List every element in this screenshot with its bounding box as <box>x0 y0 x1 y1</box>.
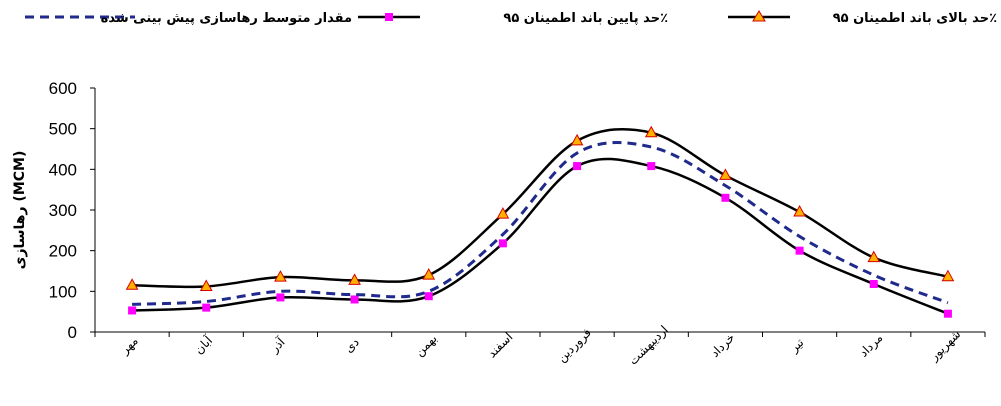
x-tick-label: اردیبهشت <box>626 323 672 369</box>
point-lower-band <box>795 246 804 255</box>
point-lower-band <box>424 292 433 301</box>
legend: مقدار متوسط رهاسازی پیش بینی شده حد پایی… <box>25 10 997 26</box>
x-tick-label: تیر <box>786 335 807 356</box>
y-axis-title: رهاسازی (MCM) <box>12 151 28 270</box>
x-tick-label: مهر <box>117 334 141 358</box>
series-group <box>125 125 955 318</box>
x-tick-label: آذر <box>266 334 289 357</box>
y-tick-label: 0 <box>68 323 77 342</box>
point-lower-band <box>128 306 137 315</box>
x-tick-label: اسفند <box>485 330 516 361</box>
point-upper-band <box>125 278 139 290</box>
point-upper-band <box>348 273 361 285</box>
point-upper-band <box>199 279 213 291</box>
y-tick-label: 600 <box>49 79 77 98</box>
y-tick-label: 500 <box>49 120 77 139</box>
legend-marker-lower <box>385 13 393 21</box>
legend-marker-upper <box>752 10 766 22</box>
point-lower-band <box>573 162 582 171</box>
point-upper-band <box>496 207 510 219</box>
point-upper-band <box>719 168 732 180</box>
point-lower-band <box>276 293 285 302</box>
x-tick-label: مرداد <box>856 331 886 361</box>
x-tick-label: شهریور <box>926 327 964 365</box>
point-lower-band <box>498 239 507 248</box>
point-upper-band <box>644 125 658 138</box>
point-lower-band <box>721 193 730 202</box>
point-upper-band <box>570 133 584 146</box>
point-upper-band <box>274 270 287 282</box>
legend-label-mean: مقدار متوسط رهاسازی پیش بینی شده <box>101 11 352 26</box>
point-upper-band <box>793 204 806 217</box>
x-tick-label: آبان <box>191 332 216 357</box>
y-tick-label: 400 <box>49 160 77 179</box>
point-lower-band <box>350 295 359 304</box>
legend-label-upper: حد بالای باند اطمینان ۹۵٪ <box>833 11 997 26</box>
point-lower-band <box>202 303 211 312</box>
x-tick-label: خرداد <box>708 330 738 360</box>
series-line-lower-band <box>132 157 949 315</box>
point-upper-band <box>867 250 881 263</box>
point-lower-band <box>943 309 952 318</box>
point-upper-band <box>941 269 955 282</box>
x-tick-label: فروردین <box>555 325 595 365</box>
legend-label-lower: حد پایین باند اطمینان ۹۵٪ <box>503 11 668 26</box>
point-lower-band <box>647 162 656 171</box>
axes: 0 100 200 300 400 500 600 مهر آبان آذر دی بهمن اسفند… <box>49 79 986 369</box>
y-tick-label: 200 <box>49 242 77 261</box>
x-tick-label: دی <box>342 335 362 355</box>
x-tick-label: بهمن <box>412 331 440 359</box>
y-tick-label: 300 <box>49 201 77 220</box>
point-lower-band <box>869 280 878 289</box>
point-upper-band <box>422 268 436 280</box>
y-tick-label: 100 <box>49 282 77 301</box>
